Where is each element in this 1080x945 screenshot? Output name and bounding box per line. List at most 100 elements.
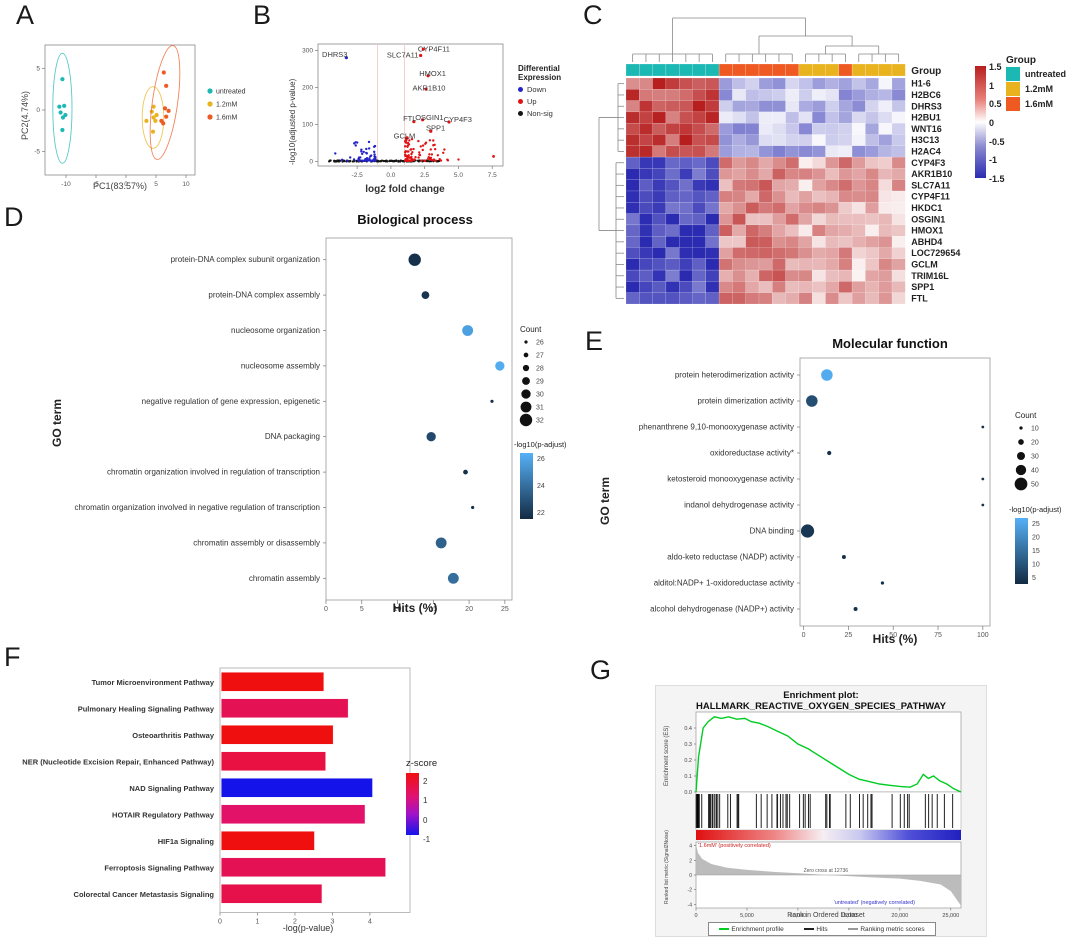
gene-label: OSGIN1 [415,113,443,122]
heatmap-row-label: H1-6 [911,79,931,89]
heatmap-row-label: H2BC6 [911,90,941,100]
pca-legend-swatch [207,88,213,94]
heatmap-row-label: H2AC4 [911,146,941,156]
pathway-label: HOTAIR Regulatory Pathway [112,810,215,819]
go-term-label: protein-DNA complex subunit organization [171,255,320,264]
zscore-tick: 1 [423,796,428,806]
go-dot [490,399,494,403]
go-term-label: nucleosome assembly [241,361,320,370]
gene-label: AKR1B10 [413,84,446,93]
gsea-chart: 0.4 0.3 0.2 0.1 0.0 '1.6mM' (positively corre… [684,711,962,919]
svg-text:25: 25 [1032,521,1040,528]
heatmap-row-label: LOC729654 [911,248,960,258]
zscore-gradient [406,773,419,835]
go-dot [827,450,832,456]
svg-text:0.0: 0.0 [386,172,395,179]
heatmap-row-label: CYP4F3 [911,158,945,168]
svg-text:2: 2 [293,919,297,926]
svg-text:29: 29 [536,379,544,386]
svg-text:1: 1 [256,919,260,926]
svg-text:20: 20 [465,606,473,613]
svg-text:10: 10 [1031,426,1039,433]
pathway-legend-title: z-score [406,758,438,769]
svg-text:-10: -10 [61,181,71,188]
pathway-bar [220,671,325,692]
go-dot [471,505,475,510]
svg-text:300: 300 [302,48,313,55]
pca-plot: -10 -5 0 5 10 -5 0 5 untreated 1.2mM 1.6mM [34,44,246,188]
pca-xlabel: PC1(83.57%) [92,181,148,191]
svg-text:25: 25 [501,606,509,613]
colorbar-tick: -1.5 [989,174,1005,184]
go-dot [800,524,815,538]
padjust-legend-title: -log10(p-adjust) [1009,505,1062,514]
go-dot [853,607,858,611]
svg-text:22: 22 [537,510,545,517]
legend-swatch-icon [1006,67,1020,81]
gsea-legend: Enrichment profile Hits Ranking metric sco… [708,922,936,936]
pca-legend-swatch [207,114,213,120]
go-term-label: protein dimerization activity [698,397,794,406]
heatmap-group-legend: Group untreated 1.2mM 1.6mM [1006,55,1066,111]
svg-text:0.0: 0.0 [684,790,692,796]
colorbar-tick: 0.5 [989,99,1002,110]
gsea-xlabel: Rank in Ordered Dataset [787,912,865,919]
heatmap-row-label: SLC7A11 [911,180,950,190]
go-dot [806,395,818,407]
heatmap-row-label: FTL [911,293,928,303]
svg-text:25: 25 [844,632,852,639]
svg-text:3: 3 [330,919,334,926]
svg-text:0: 0 [309,159,313,166]
svg-text:5: 5 [360,606,364,613]
svg-text:40: 40 [1031,468,1039,475]
svg-text:200: 200 [302,85,313,92]
svg-text:5,000: 5,000 [740,913,754,919]
heatmap-legend-title: Group [1006,55,1036,66]
pathway-label: Osteoarthritis Pathway [132,731,215,740]
svg-text:15,000: 15,000 [840,913,857,919]
pathway-barchart: 0 1 2 3 4 Tumor Microenvironment Pathway Pulmo… [22,667,411,926]
colorbar-tick: 0 [989,118,995,128]
volcano-legend: Differential Expression Down Up Non-sig [518,64,582,118]
svg-text:25,000: 25,000 [942,913,959,919]
go-term-label: negative regulation of gene expression, … [142,397,320,406]
svg-text:100: 100 [302,122,313,129]
svg-text:100: 100 [977,632,989,639]
legend-dot-icon [518,87,523,92]
svg-text:0: 0 [694,913,697,919]
pathway-label: HIF1a Signaling [158,837,215,846]
pca-legend-label: 1.2mM [216,102,238,109]
heatmap-annotation-label: Group [911,66,941,77]
colorbar-tick: -1 [989,155,998,166]
enrichment-curve [695,716,962,793]
go-term-label: indanol dehydrogenase activity [684,501,794,510]
go-term-label: oxidoreductase activity* [710,449,794,458]
go-dot [981,503,985,507]
svg-text:50: 50 [889,632,897,639]
go-dot [462,325,474,336]
svg-text:5.0: 5.0 [454,172,463,179]
pathway-label: NAD Signaling Pathway [129,784,214,793]
panel-a-label: A [16,0,35,30]
heatmap-row-label: H3C13 [911,135,939,145]
zscore-tick: 2 [423,777,428,786]
svg-text:-2: -2 [688,888,693,894]
svg-text:20: 20 [1032,535,1040,542]
pathway-bar [220,857,387,878]
go-term-label: alditol:NADP+ 1-oxidoreductase activity [654,579,794,588]
volcano-legend-item: Non-sig [518,109,582,118]
go-term-label: chromatin organization involved in negat… [75,503,320,512]
pathway-label: Colorectal Cancer Metastasis Signaling [74,890,215,899]
count-legend-title: Count [1015,411,1037,420]
legend-dot-icon [518,99,523,104]
gsea-zero-cross: Zero cross at 12736 [804,868,849,874]
go-dot [463,469,468,475]
svg-text:0.2: 0.2 [684,758,692,764]
pathway-label: Pulmonary Healing Signaling Pathway [78,704,215,713]
go-term-label: aldo-keto reductase (NADP) activity [667,553,794,562]
gene-label: SLC7A11 [387,51,419,60]
pathway-label: NER (Nucleotide Excision Repair, Enhance… [22,757,214,766]
volcano-xlabel: log2 fold change [365,184,445,195]
svg-text:-5: -5 [93,181,99,188]
